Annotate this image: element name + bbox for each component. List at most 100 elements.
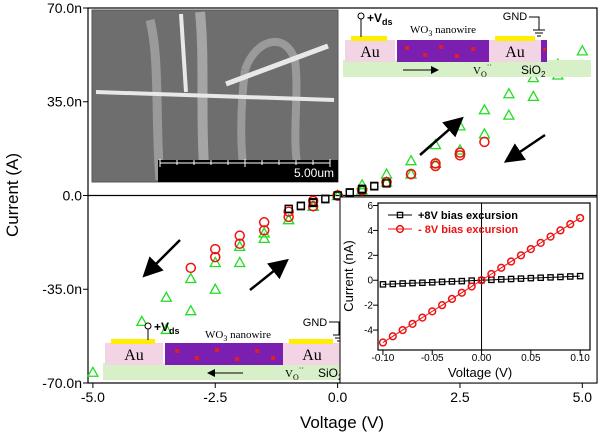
data-point <box>428 307 437 316</box>
data-point <box>389 280 397 288</box>
substrate-text: SiO <box>318 366 338 380</box>
x-tick-label: 5.0 <box>573 389 593 405</box>
data-point <box>419 279 426 287</box>
schematic: +Vds WO3 nanowire GND Au Au VO·· SiO2 <box>103 317 348 382</box>
data-point <box>135 315 148 327</box>
data-point <box>458 277 466 285</box>
y-tick-label: 35.0n <box>47 94 82 110</box>
data-point <box>557 273 564 281</box>
schematic: +Vds WO3 nanowire GND Au Au VO·· SiO2 <box>343 11 591 79</box>
x-tick-label: 0.0 <box>328 389 348 405</box>
data-point <box>282 213 295 225</box>
data-point <box>526 244 535 254</box>
data-point <box>527 90 540 102</box>
contact <box>495 36 535 41</box>
data-point <box>438 278 446 286</box>
legend-label: - 8V bias excursion <box>418 224 519 236</box>
terminal <box>357 12 365 20</box>
data-point <box>382 179 391 188</box>
data-point <box>308 198 318 208</box>
vacancy: V <box>473 65 481 77</box>
data-point <box>210 251 221 263</box>
data-point <box>454 147 466 158</box>
pad-label: Au <box>505 44 525 61</box>
data-point <box>567 273 574 280</box>
data-point <box>566 220 575 229</box>
pad-label: Au <box>360 44 380 61</box>
vacancy-sup: ·· <box>487 61 492 70</box>
material-label: WO3 nanowire <box>410 24 476 38</box>
material-label: WO3 nanowire <box>205 329 271 343</box>
data-point <box>507 275 515 283</box>
legend-marker <box>395 224 405 234</box>
data-point <box>233 256 246 268</box>
y-tick-label: -35.0n <box>42 281 82 297</box>
y-axis-label: Current (nA) <box>341 240 356 312</box>
nanowire <box>397 40 489 62</box>
data-point <box>160 323 173 335</box>
scale-bar <box>159 159 331 167</box>
data-point <box>447 294 457 304</box>
y-tick-label: 70.0n <box>47 0 82 16</box>
pad-label: Au <box>302 347 322 364</box>
sem-image: 5.00um <box>91 9 339 183</box>
y-tick-label: 4 <box>367 226 373 237</box>
arrow <box>249 258 289 291</box>
data-point <box>437 301 447 310</box>
data-point <box>234 230 245 241</box>
data-point <box>527 274 535 282</box>
data-point <box>258 225 270 236</box>
vacancy: V <box>285 368 293 380</box>
pad <box>283 343 341 365</box>
data-point <box>576 272 584 280</box>
bias-label: +Vds <box>367 11 393 27</box>
vacancy-sub: O <box>293 373 299 382</box>
data-point <box>379 281 387 288</box>
substrate-label: SiO2 <box>521 63 546 79</box>
data-point <box>185 262 197 274</box>
pad <box>105 343 163 365</box>
data-point <box>345 188 354 197</box>
data-point <box>234 238 245 249</box>
pad-label: Au <box>124 347 144 364</box>
arrow <box>503 133 546 163</box>
vacancy-label: VO·· <box>285 364 304 382</box>
vacancy-sup: ·· <box>299 364 304 373</box>
data-point <box>536 238 545 247</box>
data-point <box>506 257 516 266</box>
wire: nanowire <box>432 24 476 36</box>
data-point <box>357 185 367 194</box>
material-sub: 3 <box>223 334 227 343</box>
y-tick-label: 6 <box>367 201 373 212</box>
x-tick-label: -5.0 <box>81 389 105 405</box>
x-tick-label: -2.5 <box>203 389 227 405</box>
bias-sub: ds <box>169 326 180 336</box>
data-point <box>307 200 319 212</box>
x-tick-label: 0.05 <box>521 353 541 364</box>
substrate <box>343 60 591 77</box>
data-point <box>160 290 173 302</box>
bias-sub: ds <box>382 17 393 27</box>
pad <box>345 40 395 62</box>
data-point <box>388 332 397 341</box>
scale-label: 5.00um <box>294 166 334 180</box>
y-tick-label: -4 <box>364 326 373 337</box>
data-point <box>487 269 496 279</box>
vacancies <box>175 348 275 361</box>
x-axis-label: Voltage (V) <box>300 413 384 432</box>
data-point <box>332 190 343 201</box>
data-point <box>576 44 589 56</box>
data-point <box>430 158 441 169</box>
y-tick-label: 0 <box>367 276 373 287</box>
data-point <box>296 202 306 211</box>
inset-chart: -0.10 -0.05 0.00 0.05 0.10 -4 -2 0 2 4 6 Voltage (V… <box>341 201 591 380</box>
data-point <box>86 365 99 377</box>
y-tick-label: -2 <box>364 301 373 312</box>
pad <box>489 40 541 62</box>
x-tick-label: 0.10 <box>570 353 590 364</box>
y-tick-label: -70.0n <box>42 375 82 391</box>
bias: +V <box>154 320 169 334</box>
data-point <box>479 136 490 148</box>
nanowire <box>165 343 283 365</box>
